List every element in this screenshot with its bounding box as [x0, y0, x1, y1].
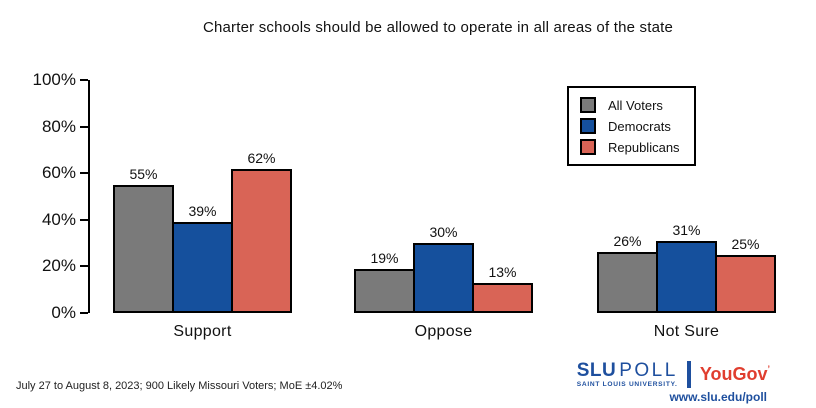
legend-swatch-republicans [580, 139, 596, 155]
y-axis-label-40: 40% [41, 209, 76, 229]
trademark-icon: ’ [767, 364, 770, 374]
legend-label-republicans: Republicans [608, 139, 680, 155]
slu-poll-url: www.slu.edu/poll [669, 390, 767, 404]
bar-value-support-democrats: 39% [188, 203, 217, 219]
legend-item-all-voters: All Voters [580, 97, 680, 113]
plot-area: 0% 20% 40% 60% 80% 100% 55% 39% 62% Support 19% 30%… [33, 70, 788, 340]
bar-support-republicans: 62% [231, 150, 292, 313]
bar-not-sure-democrats: 31% [656, 222, 717, 313]
slu-text: SLU [576, 359, 617, 381]
bar-group-not-sure: 26% 31% 25% Not Sure [597, 222, 776, 340]
footnote: July 27 to August 8, 2023; 900 Likely Mi… [16, 380, 343, 392]
bar-oppose-democrats: 30% [413, 224, 474, 313]
y-axis-label-80: 80% [41, 116, 76, 136]
bar-value-oppose-republicans: 13% [488, 264, 517, 280]
yougov-text: YouGov [699, 364, 768, 384]
y-axis-tick-60 [80, 172, 88, 175]
category-label-not-sure: Not Sure [653, 323, 720, 340]
bar-value-not-sure-democrats: 31% [672, 222, 701, 238]
bar-support-democrats: 39% [172, 203, 233, 313]
bar-value-support-republicans: 62% [247, 150, 276, 166]
category-label-oppose: Oppose [414, 323, 473, 340]
legend-label-all-voters: All Voters [608, 97, 663, 113]
legend-item-democrats: Democrats [580, 118, 680, 134]
slu-subtitle: SAINT LOUIS UNIVERSITY. [576, 380, 678, 388]
legend: All Voters Democrats Republicans [567, 86, 696, 166]
y-axis [88, 80, 90, 313]
bar-not-sure-all-voters: 26% [597, 233, 658, 313]
bar-value-not-sure-republicans: 25% [731, 236, 760, 252]
bar-oppose-republicans: 13% [472, 264, 533, 313]
slu-poll-logo: SLU POLL SAINT LOUIS UNIVERSITY. [576, 359, 678, 388]
bar-value-not-sure-all-voters: 26% [613, 233, 642, 249]
y-axis-label-20: 20% [41, 256, 76, 276]
bar-support-all-voters: 55% [113, 166, 174, 313]
legend-label-democrats: Democrats [608, 118, 671, 134]
y-axis-tick-40 [80, 218, 88, 221]
y-axis-label-0: 0% [51, 303, 76, 322]
chart-title: Charter schools should be allowed to ope… [202, 19, 674, 36]
bar-group-support: 55% 39% 62% Support [113, 150, 292, 340]
logo-separator [686, 361, 691, 388]
bar-value-oppose-all-voters: 19% [370, 250, 399, 266]
legend-swatch-democrats [580, 118, 596, 134]
legend-item-republicans: Republicans [580, 139, 680, 155]
category-label-support: Support [173, 323, 232, 340]
slu-poll-wordmark: SLU POLL [576, 359, 678, 381]
bar-value-oppose-democrats: 30% [429, 224, 458, 240]
yougov-logo: YouGov’ [700, 364, 770, 385]
branding: SLU POLL SAINT LOUIS UNIVERSITY. YouGov’ … [577, 361, 770, 405]
bar-oppose-all-voters: 19% [354, 250, 415, 313]
y-axis-label-60: 60% [41, 163, 76, 183]
y-axis-tick-100 [80, 79, 88, 81]
bar-group-oppose: 19% 30% 13% Oppose [354, 224, 533, 340]
bar-not-sure-republicans: 25% [715, 236, 776, 313]
y-axis-tick-20 [80, 265, 88, 268]
y-axis-tick-0 [80, 312, 88, 314]
bar-value-support-all-voters: 55% [129, 166, 158, 182]
poll-text: POLL [619, 359, 678, 381]
logo-row: SLU POLL SAINT LOUIS UNIVERSITY. YouGov’ [577, 361, 770, 388]
legend-swatch-all-voters [580, 97, 596, 113]
y-axis-label-100: 100% [32, 70, 76, 89]
y-axis-tick-80 [80, 125, 88, 128]
